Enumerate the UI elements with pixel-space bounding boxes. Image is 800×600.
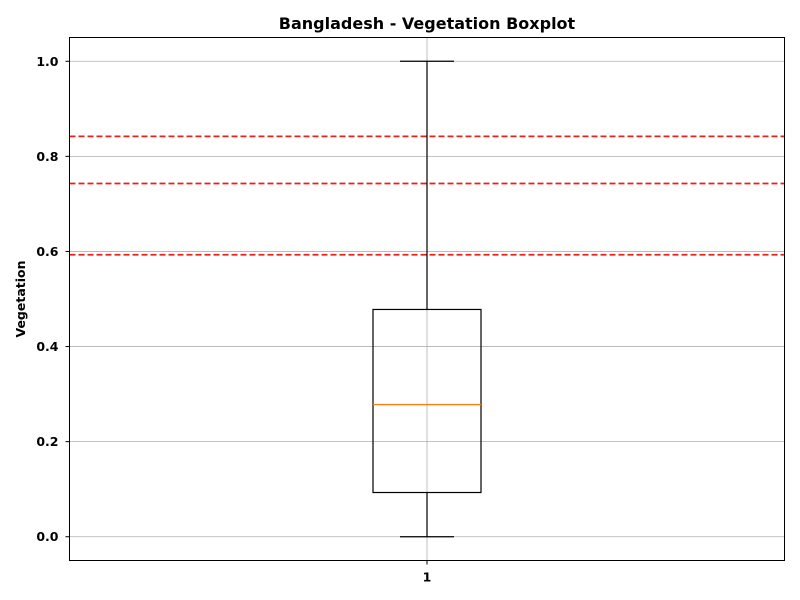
box-group [372, 60, 482, 538]
y-tick-label: 0.8 [36, 149, 58, 164]
y-axis-label: Vegetation [13, 260, 28, 337]
x-tick-label: 1 [423, 570, 432, 585]
box-iqr [372, 308, 482, 494]
boxes [372, 60, 482, 538]
y-tick-label: 0.6 [36, 244, 58, 259]
y-tick-label: 0.4 [36, 339, 58, 354]
reference-lines [69, 135, 785, 256]
chart-title: Bangladesh - Vegetation Boxplot [279, 14, 576, 33]
x-axis-ticks: 1 [423, 560, 432, 585]
y-tick-label: 1.0 [36, 54, 58, 69]
y-tick-label: 0.0 [36, 529, 58, 544]
y-tick-label: 0.2 [36, 434, 58, 449]
y-axis-ticks: 0.0 0.2 0.4 0.6 0.8 1.0 [36, 54, 70, 544]
